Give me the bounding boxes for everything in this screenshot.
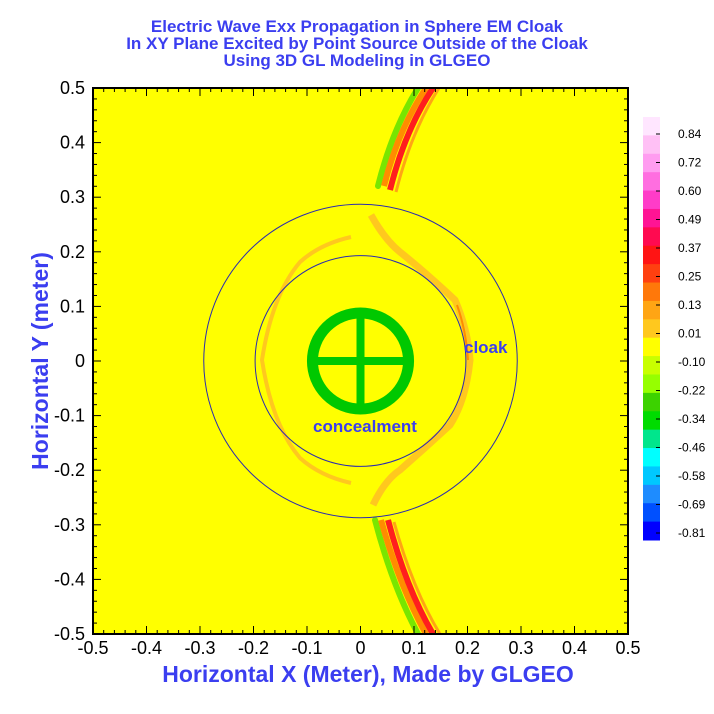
wavefront-upper-green [375, 88, 421, 189]
cloak-field-right-inner [456, 304, 469, 361]
colorbar-swatch [643, 117, 660, 136]
colorbar-swatch [643, 521, 660, 541]
x-axis-title: Horizontal X (Meter), Made by GLGEO [162, 661, 573, 687]
colorbar-label: -0.58 [678, 469, 706, 483]
colorbar-swatch [643, 227, 660, 247]
colorbar [643, 117, 660, 541]
y-tick-label: 0.2 [60, 242, 85, 262]
colorbar-swatch [643, 172, 660, 192]
colorbar-label: 0.01 [678, 327, 702, 341]
x-axis-tick-labels: -0.5 -0.4 -0.3 -0.2 -0.1 0 0.1 0.2 0.3 0.4 0.5 [77, 638, 640, 658]
x-tick-label: -0.2 [238, 638, 269, 658]
colorbar-label: 0.60 [678, 184, 702, 198]
colorbar-label: -0.10 [678, 355, 706, 369]
chart-title-line-2: In XY Plane Excited by Point Source Outs… [126, 34, 588, 53]
wavefront-lower-red [385, 519, 436, 634]
cloak-field-right [367, 213, 474, 507]
y-tick-label: 0.1 [60, 296, 85, 316]
colorbar-swatch [643, 356, 660, 375]
colorbar-label: 0.84 [678, 127, 702, 141]
colorbar-label: 0.25 [678, 270, 702, 284]
x-tick-label: 0 [355, 638, 365, 658]
chart-title-line-3: Using 3D GL Modeling in GLGEO [223, 51, 491, 70]
colorbar-swatch [643, 484, 660, 504]
wavefront-upper-orange [381, 88, 429, 187]
colorbar-swatch [643, 300, 660, 320]
colorbar-swatch [643, 503, 660, 523]
y-axis-tick-labels: 0.5 0.4 0.3 0.2 0.1 0 -0.1 -0.2 -0.3 -0.4 -0.5 [54, 78, 85, 644]
colorbar-swatch [643, 448, 660, 467]
colorbar-swatch [643, 374, 660, 394]
colorbar-swatch [643, 208, 660, 228]
x-tick-label: -0.1 [291, 638, 322, 658]
x-tick-label: -0.5 [77, 638, 108, 658]
y-axis-title: Horizontal Y (meter) [27, 252, 53, 470]
field-features [259, 88, 474, 634]
x-tick-label: 0.5 [615, 638, 640, 658]
colorbar-swatch [643, 411, 660, 431]
cloak-outer-boundary [203, 203, 518, 519]
wavefront-upper-edge [394, 88, 441, 193]
wavefront-lower-edge [392, 521, 442, 634]
colorbar-label: 0.72 [678, 156, 702, 170]
cloak-inner-boundary [254, 255, 467, 467]
wavefront-upper-red [387, 88, 436, 191]
y-tick-label: 0.4 [60, 133, 85, 153]
concealment-object [306, 307, 415, 415]
colorbar-swatch [643, 429, 660, 449]
colorbar-swatch [643, 153, 660, 173]
y-tick-label: -0.2 [54, 460, 85, 480]
colorbar-label: 0.37 [678, 241, 702, 255]
y-tick-label: 0.5 [60, 78, 85, 98]
x-tick-label: 0.3 [508, 638, 533, 658]
colorbar-swatch [643, 392, 660, 412]
x-tick-label: 0.2 [455, 638, 480, 658]
colorbar-label: 0.49 [678, 213, 702, 227]
annotation-concealment: concealment [313, 417, 417, 436]
colorbar-swatch [643, 135, 660, 155]
colorbar-swatch [643, 282, 660, 302]
colorbar-swatch [643, 264, 660, 284]
colorbar-swatch [643, 337, 660, 357]
colorbar-label: -0.81 [678, 526, 706, 540]
x-tick-label: -0.3 [184, 638, 215, 658]
y-tick-label: -0.4 [54, 569, 85, 589]
wavefront-lower-green [372, 517, 421, 634]
colorbar-labels: 0.84 0.72 0.60 0.49 0.37 0.25 0.13 0.01 -0.10 -0.… [678, 127, 706, 540]
colorbar-label: -0.69 [678, 498, 706, 512]
cloak-field-left [259, 235, 352, 485]
x-tick-label: 0.4 [562, 638, 587, 658]
colorbar-label: 0.13 [678, 298, 702, 312]
colorbar-swatch [643, 245, 660, 265]
y-tick-label: -0.1 [54, 406, 85, 426]
x-tick-label: 0.1 [401, 638, 426, 658]
y-tick-label: -0.5 [54, 624, 85, 644]
axis-ticks [92, 87, 629, 635]
annotation-cloak: cloak [464, 338, 508, 357]
colorbar-swatch [643, 466, 660, 486]
y-tick-label: 0 [75, 351, 85, 371]
chart-title-line-1: Electric Wave Exx Propagation in Sphere … [150, 17, 564, 36]
y-tick-label: -0.3 [54, 515, 85, 535]
x-tick-label: -0.4 [131, 638, 162, 658]
y-tick-label: 0.3 [60, 187, 85, 207]
colorbar-label: -0.46 [678, 441, 706, 455]
colorbar-label: -0.22 [678, 384, 706, 398]
wavefront-lower-orange [378, 519, 429, 634]
chart-title: Electric Wave Exx Propagation in Sphere … [0, 18, 714, 69]
colorbar-swatch [643, 319, 660, 339]
colorbar-label: -0.34 [678, 412, 706, 426]
colorbar-swatch [643, 190, 660, 210]
